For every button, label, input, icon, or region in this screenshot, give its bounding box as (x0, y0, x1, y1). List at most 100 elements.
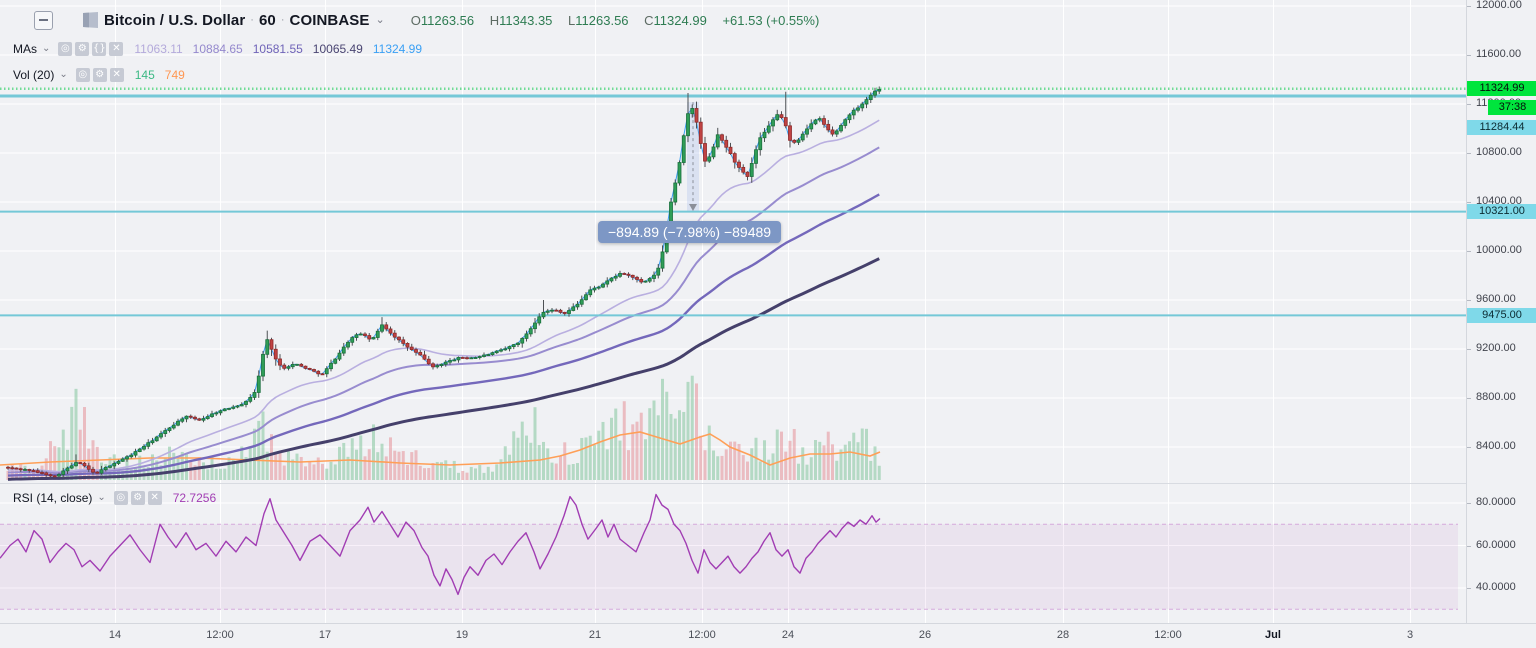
close-value: 11324.99 (653, 12, 707, 28)
time-tick-label: 3 (1406, 629, 1414, 641)
chart-header: Bitcoin / U.S. Dollar · 60 · COINBASE ⌄ … (34, 9, 819, 31)
close-icon[interactable]: ✕ (147, 490, 162, 505)
price-tick-label: 8800.00 (1476, 391, 1516, 403)
low-label: L (568, 12, 576, 28)
volume-ma-line (0, 431, 881, 466)
high-value: 11343.35 (499, 12, 553, 28)
axis-tick-mark (1467, 300, 1471, 301)
volume-indicator-row: Vol (20) ⌄ ◎ ⚙ ✕ 145 749 (13, 66, 195, 83)
high-label: H (489, 12, 500, 28)
time-tick-label: 12:00 (206, 629, 234, 641)
vol-values: 145 749 (135, 68, 195, 82)
settings-icon[interactable]: ⚙ (75, 41, 90, 56)
axis-tick-mark (1467, 202, 1471, 203)
time-tick-label: 19 (455, 629, 469, 641)
time-tick-label: 17 (318, 629, 332, 641)
chevron-down-icon[interactable]: ⌄ (97, 492, 106, 503)
settings-icon[interactable]: ⚙ (92, 67, 107, 82)
time-tick-label: 28 (1056, 629, 1070, 641)
rsi-indicator-row: RSI (14, close) ⌄ ◎ ⚙ ✕ 72.7256 (13, 489, 226, 506)
axis-tick-mark (1467, 349, 1471, 350)
axis-tick-mark (1467, 104, 1471, 105)
visibility-icon[interactable]: ◎ (113, 490, 128, 505)
title-separator-dot: · (250, 14, 254, 26)
price-tick-label: 10000.00 (1476, 244, 1522, 256)
ma-value-3: 10581.55 (252, 41, 303, 56)
ma-2-line (7, 146, 880, 474)
chevron-down-icon[interactable]: ⌄ (375, 13, 385, 26)
close-icon[interactable]: ✕ (109, 67, 124, 82)
interval-label[interactable]: 60 (258, 11, 276, 29)
price-tick-label: 9200.00 (1476, 342, 1516, 354)
ma-4-line (7, 257, 880, 481)
alert-price-badge: 10321.00 (1467, 204, 1536, 220)
ma-value-1: 11063.11 (134, 41, 183, 56)
price-range-measurement[interactable] (687, 102, 699, 211)
open-value: 11263.56 (420, 12, 475, 28)
source-code-icon[interactable]: {} (92, 41, 107, 56)
chart-canvas[interactable] (0, 0, 1466, 623)
candle-wicks-layer (7, 86, 880, 478)
settings-icon[interactable]: ⚙ (130, 490, 145, 505)
time-tick-label: 24 (781, 629, 795, 641)
time-tick-label: 14 (108, 629, 122, 641)
price-tick-label: 8400.00 (1476, 440, 1516, 452)
ma-value-4: 10065.49 (312, 41, 363, 56)
price-tick-label: 11600.00 (1476, 48, 1522, 60)
ma-1-line (7, 119, 880, 473)
price-tick-label: 9600.00 (1476, 293, 1516, 305)
close-icon[interactable]: ✕ (109, 41, 124, 56)
rsi-line (0, 493, 881, 596)
symbol-title[interactable]: Bitcoin / U.S. Dollar (104, 11, 246, 29)
chevron-down-icon[interactable]: ⌄ (42, 43, 51, 54)
volume-ma-value: 749 (164, 67, 185, 82)
mas-values: 11063.11 10884.65 10581.55 10065.49 11324.99 (134, 42, 432, 56)
collapse-pane-button[interactable] (34, 10, 53, 30)
volume-current-value: 145 (134, 67, 155, 82)
visibility-icon[interactable]: ◎ (58, 41, 73, 56)
time-axis[interactable]: 14 12:00 17 19 21 12:00 24 26 28 12:00 Jul 3 (0, 623, 1536, 648)
alert-price-badge: 9475.00 (1467, 307, 1536, 323)
time-tick-label: 26 (918, 629, 932, 641)
rsi-label[interactable]: RSI (14, close) (13, 490, 93, 505)
ma-3-line (7, 193, 880, 477)
open-label: O (410, 12, 421, 28)
last-price-badge: 11324.99 (1467, 81, 1536, 97)
rsi-band (0, 523, 1458, 610)
axis-tick-mark (1467, 6, 1471, 7)
ohlc-readout: O11263.56 H11343.35 L11263.56 C11324.99 … (411, 13, 820, 28)
price-tick-label: 10800.00 (1476, 146, 1522, 158)
price-tick-label: 12000.00 (1476, 0, 1522, 11)
rsi-current-value: 72.7256 (172, 490, 217, 505)
vol-label[interactable]: Vol (20) (13, 67, 55, 82)
minus-icon (39, 19, 48, 21)
time-tick-label: 12:00 (1154, 629, 1182, 641)
axis-tick-mark (1467, 153, 1471, 154)
exchange-label[interactable]: COINBASE (289, 11, 370, 29)
grid-layer (0, 0, 1466, 623)
mas-indicator-row: MAs ⌄ ◎ ⚙ {} ✕ 11063.11 10884.65 10581.55 1… (13, 40, 432, 57)
ma-value-5: 11324.99 (372, 41, 423, 56)
rsi-tick-label: 80.0000 (1476, 496, 1516, 508)
axis-tick-mark (1467, 503, 1471, 504)
measure-tooltip: −894.89 (−7.98%) −89489 (598, 221, 782, 243)
axis-tick-mark (1467, 398, 1471, 399)
price-axis[interactable]: 12000.0011600.0011200.0010800.0010400.00… (1466, 0, 1536, 623)
close-label: C (644, 12, 654, 28)
chevron-down-icon[interactable]: ⌄ (59, 69, 68, 80)
volume-bars-layer (6, 375, 881, 480)
axis-tick-mark (1467, 545, 1471, 547)
axis-tick-mark (1467, 55, 1471, 56)
rsi-tick-label: 60.0000 (1476, 538, 1516, 551)
time-tick-label: 12:00 (688, 629, 716, 641)
bar-countdown-badge: 37:38 (1488, 100, 1536, 115)
rsi-tick-label: 40.0000 (1476, 581, 1516, 593)
symbol-logo-icon (83, 12, 98, 28)
ma-value-2: 10884.65 (192, 41, 243, 56)
price-tick-label: 10400.00 (1476, 195, 1522, 207)
mas-label[interactable]: MAs (13, 41, 37, 56)
visibility-icon[interactable]: ◎ (75, 67, 90, 82)
ma-close-line (7, 88, 880, 477)
candlesticks-layer (6, 89, 882, 478)
